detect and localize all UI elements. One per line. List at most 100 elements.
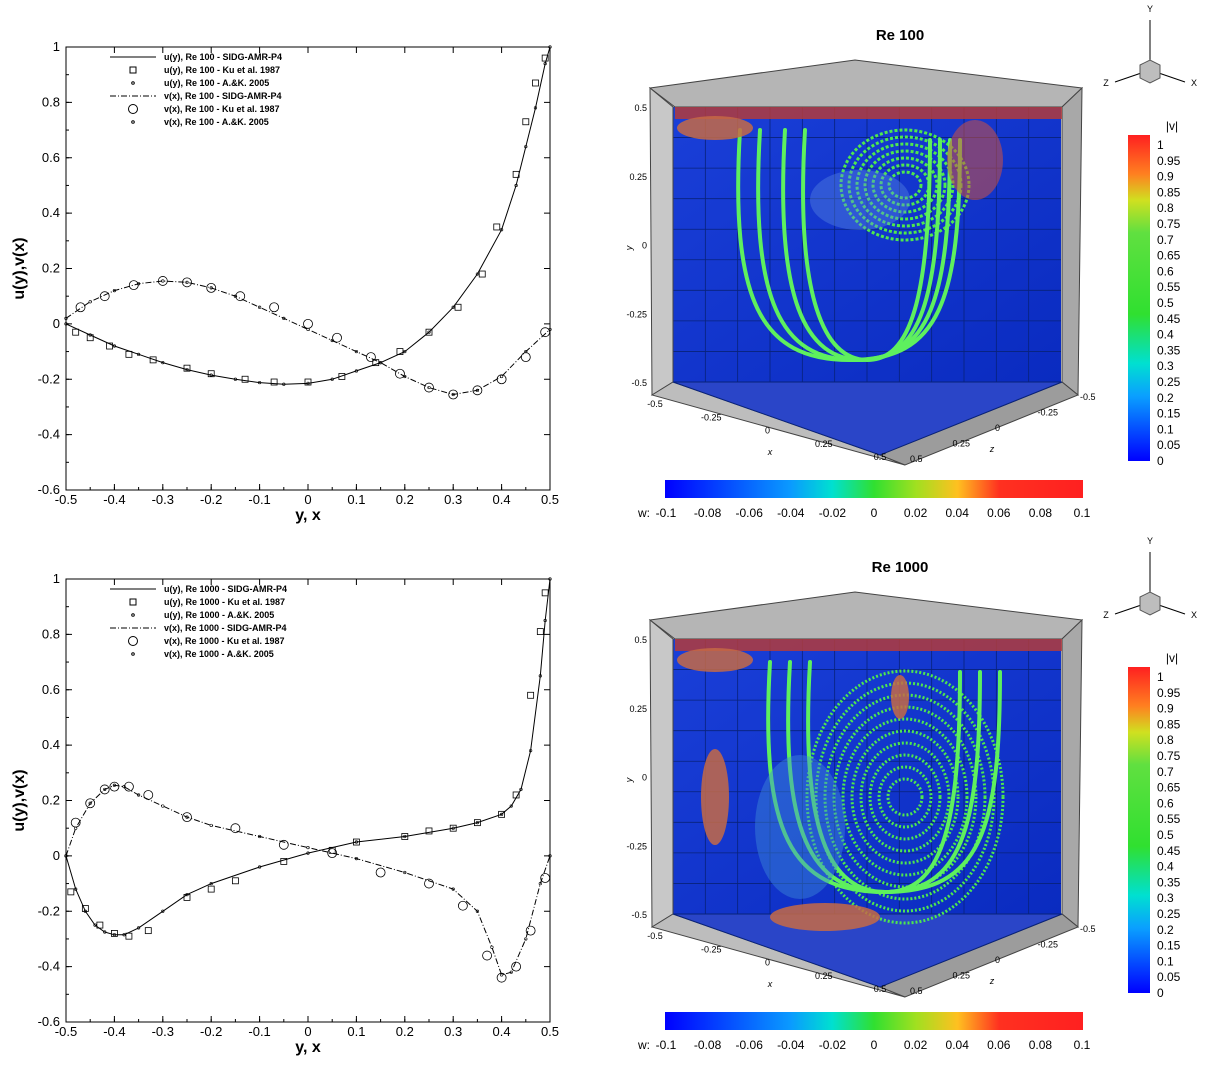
y-tick-label: 0.8	[42, 94, 60, 109]
streamline	[887, 170, 923, 200]
data-point-square	[86, 334, 94, 342]
data-point-circle	[496, 972, 507, 983]
data-point-circle	[182, 277, 192, 288]
colorbar-v-tick: 0.15	[1157, 407, 1181, 421]
data-point-square	[401, 833, 409, 840]
streamline	[801, 128, 932, 363]
data-point-ak	[548, 854, 552, 858]
y-tick-label: 0	[642, 773, 647, 783]
colorbar-w-tick: -0.04	[777, 506, 805, 520]
vortex-blob	[947, 120, 1003, 200]
legend-label: u(y), Re 100 - SIDG-AMR-P4	[164, 52, 282, 62]
vortex-surface	[810, 170, 910, 230]
x-tick-label: -0.25	[701, 944, 722, 954]
colorbar-v-tick: 0.8	[1157, 201, 1174, 215]
y-tick-label: -0.2	[38, 903, 60, 918]
legend-label: v(x), Re 1000 - SIDG-AMR-P4	[164, 623, 287, 633]
legend-label: u(y), Re 100 - A.&K. 2005	[164, 78, 269, 88]
colorbar-v-tick: 0.25	[1157, 907, 1181, 921]
data-point-square	[541, 589, 549, 597]
data-point-ak	[519, 787, 523, 792]
series-line	[65, 280, 551, 396]
colorbar-w-tick: 0.06	[987, 1038, 1011, 1052]
data-point-square	[125, 350, 133, 358]
colorbar-v-tick: 1	[1157, 670, 1164, 684]
data-point-ak	[529, 749, 533, 753]
streamline	[805, 669, 1005, 925]
y-tick-label: -0.25	[626, 841, 647, 851]
streamline	[886, 777, 924, 817]
z-axis-label: z	[989, 444, 995, 454]
data-point-circle	[448, 389, 459, 400]
data-point-square	[183, 894, 191, 901]
frame-top	[648, 59, 1084, 108]
x-tick-label: -0.4	[103, 1024, 125, 1039]
data-point-circle	[472, 385, 483, 396]
legend-label: u(y), Re 1000 - A.&K. 2005	[164, 610, 274, 620]
z-tick-label: 0	[995, 423, 1000, 433]
y-tick-label: -0.4	[38, 959, 60, 974]
data-point-circle	[128, 280, 139, 291]
data-point-ak	[137, 926, 141, 930]
colorbar-w-tick: 0.1	[1074, 506, 1091, 520]
colorbar-w-tick: -0.1	[656, 506, 677, 520]
data-point-ak	[209, 286, 213, 290]
data-point-ak	[403, 870, 407, 875]
x-tick-label: -0.5	[647, 931, 663, 941]
data-point-square	[512, 791, 520, 799]
streamline	[850, 729, 960, 865]
colorbar-v-tick: 0.2	[1157, 391, 1174, 405]
legend-label: v(x), Re 100 - Ku et al. 1987	[164, 104, 280, 114]
colorbar-v-tick: 0.55	[1157, 812, 1181, 826]
x-tick-label: -0.5	[647, 399, 663, 409]
data-point-square	[280, 858, 288, 865]
triad-label-y: Y	[1147, 536, 1153, 546]
z-tick-label: -0.25	[1038, 408, 1059, 418]
y-tick-label: -0.5	[631, 910, 647, 920]
data-point-ak	[354, 349, 359, 354]
y-tick-label: 0.8	[42, 626, 60, 641]
data-point-ak	[379, 361, 383, 365]
data-point-ak	[538, 674, 542, 678]
data-point-ak	[451, 305, 455, 309]
data-point-circle	[496, 374, 507, 385]
streamline	[814, 681, 996, 913]
colorbar-w-tick: -0.04	[777, 1038, 805, 1052]
data-point-square	[106, 342, 113, 350]
data-point-square	[328, 846, 336, 854]
data-point-ak	[233, 294, 237, 298]
y-tick-label: -0.5	[631, 378, 647, 388]
data-point-ak	[524, 937, 528, 941]
data-point-ak	[451, 826, 455, 830]
y-axis-label: y	[624, 245, 634, 251]
data-point-circle	[124, 781, 134, 792]
colorbar-v-tick: 0.65	[1157, 781, 1181, 795]
data-point-square	[270, 378, 278, 386]
triad-label-x: X	[1191, 610, 1197, 620]
data-point-ak	[93, 923, 97, 927]
y-tick-label: 0.25	[629, 704, 647, 714]
colorbar-v-tick: 0.7	[1157, 765, 1174, 779]
x-tick-label: 0.5	[541, 492, 559, 507]
data-point-circle	[332, 332, 342, 343]
data-point-square	[541, 54, 549, 62]
data-point-ak	[306, 845, 310, 850]
plot-frame	[65, 578, 551, 1023]
x-tick-label: 0	[765, 958, 770, 968]
panel-3d-re100: Re 100 0.5 0.25 0 -0.25 -0.5 y -0.5 -0.25 0 0.25 0.…	[624, 4, 1197, 520]
frame-left	[649, 618, 674, 928]
data-point-square	[149, 356, 157, 364]
data-point-square	[372, 359, 380, 367]
data-point-circle	[143, 790, 154, 800]
x-tick-label: -0.5	[55, 492, 77, 507]
x-tick-label: 0.4	[493, 1024, 511, 1039]
colorbar-w	[665, 1012, 1083, 1030]
data-point-square	[473, 819, 481, 827]
data-point-square	[536, 628, 544, 636]
y-tick-label: 0.25	[629, 172, 647, 182]
colorbar-w-tick: 0.02	[904, 506, 928, 520]
colorbar-v-tick: 0.75	[1157, 749, 1181, 763]
colorbar-w-tick: 0.04	[946, 1038, 970, 1052]
y-tick-label: -0.25	[626, 309, 647, 319]
colorbar-w-tick: -0.02	[819, 506, 847, 520]
